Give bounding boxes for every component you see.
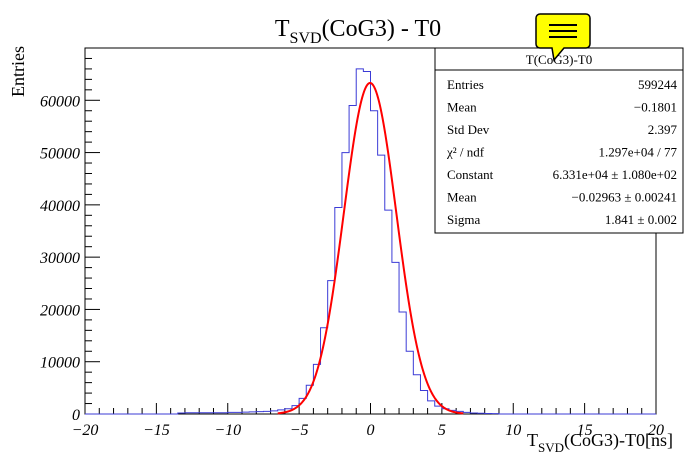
y-tick-label: 0 xyxy=(72,407,80,424)
stats-row-label: Sigma xyxy=(447,212,480,227)
x-tick-label: −5 xyxy=(290,422,309,439)
stats-row-value: 1.841 ± 0.002 xyxy=(605,212,677,227)
stats-row-value: −0.02963 ± 0.00241 xyxy=(572,190,677,205)
y-tick-label: 10000 xyxy=(40,355,80,372)
x-tick-label: 0 xyxy=(367,422,375,439)
stats-row-value: 6.331e+04 ± 1.080e+02 xyxy=(553,167,677,182)
y-axis-ticks: 0 10000 20000 30000 40000 50000 60000 xyxy=(39,57,100,424)
gaussian-fit-curve xyxy=(277,82,464,415)
stats-row-value: 2.397 xyxy=(648,122,678,137)
stats-row-value: 599244 xyxy=(638,77,678,92)
stats-row-value: 1.297e+04 / 77 xyxy=(599,145,678,160)
y-tick-label: 40000 xyxy=(40,198,80,215)
stats-row-value: −0.1801 xyxy=(634,100,677,115)
x-tick-label: 15 xyxy=(577,422,593,439)
y-tick-label: 60000 xyxy=(40,93,80,110)
x-tick-label: 10 xyxy=(505,422,521,439)
stats-row-label: Mean xyxy=(447,100,477,115)
y-tick-label: 20000 xyxy=(40,302,80,319)
x-tick-label: −10 xyxy=(214,422,241,439)
stats-rows: Entries 599244 Mean −0.1801 Std Dev 2.397 χ² /… xyxy=(446,77,678,227)
x-tick-label: −15 xyxy=(143,422,170,439)
stats-row-label: χ² / ndf xyxy=(446,145,485,160)
note-icon[interactable] xyxy=(535,13,591,62)
x-tick-label: −20 xyxy=(72,422,99,439)
x-axis-ticks: −20 −15 −10 −5 0 5 10 15 20 xyxy=(72,403,664,439)
histogram-series xyxy=(85,68,656,415)
x-tick-label: 5 xyxy=(438,422,446,439)
chart-title: TSVD(CoG3) - T0 xyxy=(275,16,441,47)
stats-row-label: Entries xyxy=(447,77,484,92)
stats-row-label: Mean xyxy=(447,190,477,205)
y-tick-label: 30000 xyxy=(39,250,80,267)
stats-box-title: T(CoG3)-T0 xyxy=(526,52,592,67)
stats-box-frame xyxy=(434,47,684,234)
stats-box: T(CoG3)-T0 Entries 599244 Mean −0.1801 Std D… xyxy=(434,47,684,234)
y-tick-label: 50000 xyxy=(40,146,80,163)
stats-row-label: Std Dev xyxy=(447,122,490,137)
stats-row-label: Constant xyxy=(447,167,494,182)
x-axis-label: TSVD(CoG3)-T0[ns] xyxy=(527,430,673,455)
y-axis-label: Entries xyxy=(8,46,28,97)
x-tick-label: 20 xyxy=(648,422,664,439)
